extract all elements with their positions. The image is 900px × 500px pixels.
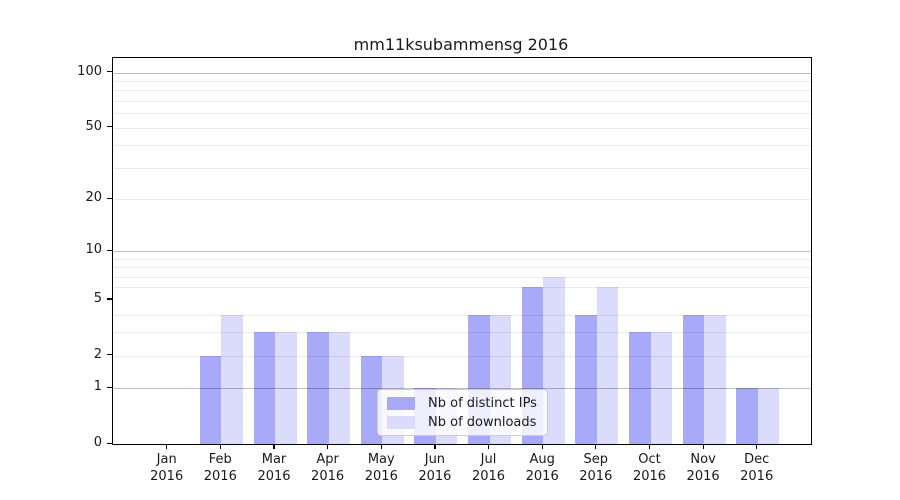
x-tick-year: 2016 (471, 468, 506, 484)
bar-downloads (704, 314, 726, 444)
legend: Nb of distinct IPs Nb of downloads (377, 389, 548, 436)
bar-downloads (328, 332, 351, 444)
legend-label: Nb of distinct IPs (428, 395, 537, 411)
x-tick-year: 2016 (418, 468, 452, 484)
x-tick-year: 2016 (525, 468, 559, 484)
x-tick-mark (487, 444, 490, 450)
bar-distinct-ips (629, 332, 651, 444)
y-tick-mark (107, 197, 112, 199)
x-tick-label: Mar 2016 (246, 452, 302, 485)
x-tick-mark (166, 444, 168, 450)
x-tick-label: Sep 2016 (568, 452, 624, 485)
bar-distinct-ips (575, 314, 597, 444)
bar-distinct-ips (199, 355, 222, 444)
x-tick-mark (756, 444, 758, 450)
legend-swatch-downloads (387, 415, 415, 429)
x-tick-label: Apr 2016 (300, 452, 356, 485)
x-tick-label: Feb 2016 (192, 452, 248, 485)
y-tick-label: 2 (93, 346, 102, 362)
y-tick-mark (107, 386, 112, 388)
bar-downloads (757, 388, 780, 444)
x-tick-year: 2016 (686, 468, 720, 484)
y-tick-mark (107, 354, 112, 356)
y-tick-label: 0 (93, 435, 102, 450)
x-tick-label: Oct 2016 (622, 452, 678, 485)
bar-downloads (596, 287, 619, 444)
x-tick-label: Jun 2016 (407, 452, 463, 485)
y-tick-mark (107, 442, 112, 444)
x-tick-year: 2016 (579, 468, 613, 484)
y-tick-mark (107, 298, 112, 300)
bar-downloads (650, 332, 672, 444)
bar-downloads (221, 314, 243, 444)
bar-distinct-ips (307, 332, 329, 444)
y-tick-label: 100 (77, 63, 102, 79)
legend-row: Nb of distinct IPs (387, 396, 538, 411)
x-tick-year: 2016 (311, 468, 345, 484)
chart-title: mm11ksubammensg 2016 (353, 35, 569, 54)
x-tick-label: Dec 2016 (729, 452, 785, 485)
x-tick-mark (434, 444, 436, 450)
legend-row: Nb of downloads (387, 415, 538, 430)
x-tick-mark (595, 444, 597, 450)
y-tick-label: 10 (85, 242, 102, 257)
y-tick-label: 50 (85, 118, 102, 134)
x-tick-mark (219, 444, 221, 450)
x-tick-mark (380, 444, 382, 450)
legend-swatch-distinct-ips (387, 396, 415, 410)
x-tick-year: 2016 (740, 468, 774, 484)
x-tick-label: May 2016 (353, 452, 409, 485)
y-tick-label: 5 (93, 290, 102, 306)
x-tick-mark (273, 444, 275, 450)
bar-distinct-ips (253, 332, 275, 444)
x-tick-mark (648, 444, 651, 450)
bars-layer (113, 58, 811, 444)
x-tick-year: 2016 (257, 468, 291, 484)
bar-distinct-ips (736, 388, 758, 444)
plot-area (112, 57, 812, 445)
y-tick-label: 1 (93, 379, 102, 395)
x-tick-label: Aug 2016 (514, 452, 570, 485)
y-tick-label: 20 (85, 190, 102, 205)
x-tick-year: 2016 (364, 468, 398, 484)
bar-distinct-ips (682, 314, 705, 444)
y-tick-mark (107, 71, 112, 73)
x-tick-mark (541, 444, 543, 450)
y-tick-mark (107, 249, 112, 251)
x-tick-label: Jan 2016 (139, 452, 195, 485)
x-tick-mark (702, 444, 704, 450)
x-tick-label: Jul 2016 (461, 452, 517, 485)
bar-downloads (275, 332, 297, 444)
x-tick-year: 2016 (203, 468, 237, 484)
x-tick-label: Nov 2016 (675, 452, 731, 485)
x-tick-mark (327, 444, 329, 450)
bar-distinct-ips (360, 355, 383, 444)
legend-label: Nb of downloads (428, 414, 537, 430)
y-tick-mark (107, 126, 112, 128)
x-tick-year: 2016 (150, 468, 184, 484)
x-tick-year: 2016 (632, 468, 667, 484)
bar-downloads (543, 276, 565, 444)
